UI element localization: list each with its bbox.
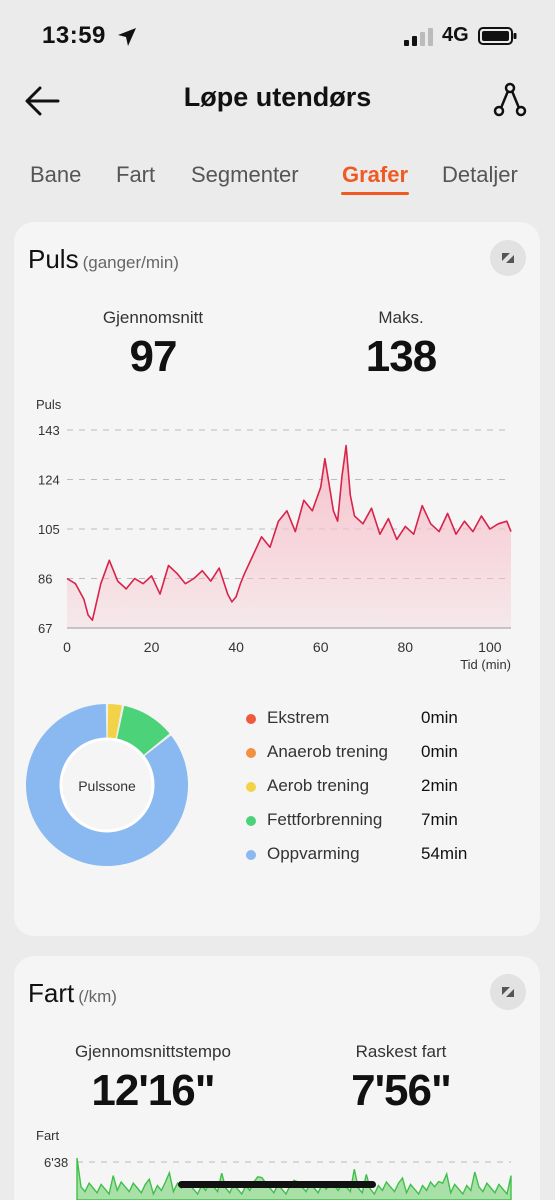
donut-center-label: Pulssone (78, 778, 136, 794)
legend-row-aerob: Aerob trening 2min (246, 774, 526, 808)
legend-row-oppvarming: Oppvarming 54min (246, 842, 526, 876)
avg-pulse-label: Gjennomsnitt (102, 308, 204, 327)
legend-row-anaerob: Anaerob trening 0min (246, 740, 526, 774)
legend-dot (246, 782, 256, 792)
tab-bane[interactable]: Bane (30, 162, 82, 187)
x-axis-title: Tid (min) (460, 657, 511, 672)
avg-pace-label: Gjennomsnittstempo (75, 1042, 231, 1061)
legend-value: 0min (421, 708, 458, 727)
x-tick-label: 100 (478, 639, 502, 655)
status-bar: 13:59 4G (0, 0, 555, 72)
pulse-unit: (ganger/min) (82, 253, 179, 272)
avg-pace-value: 12'16" (91, 1066, 215, 1115)
zone-legend: Ekstrem 0min Anaerob trening 0min Aerob … (246, 706, 526, 876)
legend-value: 2min (421, 776, 458, 795)
home-indicator[interactable] (178, 1181, 376, 1188)
donut-slice (107, 704, 122, 739)
tab-grafer[interactable]: Grafer (342, 162, 409, 187)
pulse-line (66, 444, 512, 621)
cellular-signal-icon (404, 28, 433, 46)
tab-segmenter[interactable]: Segmenter (191, 162, 299, 187)
legend-name: Oppvarming (267, 844, 360, 863)
pulse-card-title: Puls (ganger/min) (28, 244, 179, 275)
nav-bar: Løpe utendørs (0, 72, 555, 128)
y-tick-label: 105 (38, 522, 60, 537)
tab-fart[interactable]: Fart (116, 162, 156, 187)
x-tick-label: 20 (144, 639, 160, 655)
y-tick-label: 67 (38, 621, 52, 636)
max-pulse-label: Maks. (378, 308, 424, 327)
pulse-area (67, 445, 511, 628)
legend-dot (246, 714, 256, 724)
location-arrow-icon (118, 28, 136, 46)
y-tick-label: 124 (38, 473, 60, 488)
battery-icon (478, 27, 517, 45)
legend-name: Ekstrem (267, 708, 330, 727)
speed-y-tick-label: 6'38 (44, 1155, 68, 1170)
pulse-chart: Puls 143 124 105 86 67 0 20 40 60 80 100 Tid (min) (36, 397, 512, 672)
legend-name: Anaerob trening (267, 742, 388, 761)
speed-card-title: Fart (/km) (28, 978, 117, 1009)
fastest-pace-label: Raskest fart (355, 1042, 447, 1061)
max-pulse-value: 138 (365, 332, 437, 381)
pulse-zone-donut (26, 704, 189, 867)
legend-dot (246, 850, 256, 860)
legend-value: 54min (421, 844, 468, 863)
page-title: Løpe utendørs (183, 82, 372, 112)
speed-y-axis-title: Fart (36, 1128, 60, 1143)
tab-detaljer[interactable]: Detaljer (442, 162, 518, 187)
y-tick-label: 86 (38, 572, 52, 587)
pulse-title-text: Puls (28, 244, 79, 274)
status-time: 13:59 (42, 22, 106, 49)
speed-card: Fart (/km) Gjennomsnittstempo 12'16" Rask… (14, 956, 540, 1200)
speed-title-text: Fart (28, 978, 75, 1008)
speed-area (76, 1157, 512, 1200)
legend-row-fettforbrenning: Fettforbrenning 7min (246, 808, 526, 842)
x-tick-label: 60 (313, 639, 329, 655)
y-tick-label: 143 (38, 423, 60, 438)
x-tick-label: 0 (63, 639, 71, 655)
legend-dot (246, 816, 256, 826)
donut-inner-ring (59, 737, 155, 833)
legend-dot (246, 748, 256, 758)
network-type: 4G (442, 24, 469, 46)
legend-value: 7min (421, 810, 458, 829)
route-share-icon[interactable] (490, 80, 530, 120)
legend-name: Aerob trening (267, 776, 370, 795)
donut-slice (117, 705, 170, 756)
donut-slice (26, 704, 189, 867)
avg-pulse-value: 97 (129, 332, 178, 381)
back-arrow-icon[interactable] (22, 80, 64, 122)
legend-row-ekstrem: Ekstrem 0min (246, 706, 526, 740)
pulse-card: Puls (ganger/min) Gjennomsnitt 97 Maks. 1… (14, 222, 540, 936)
legend-name: Fettforbrenning (267, 810, 383, 829)
tab-bar: Bane Fart Segmenter Grafer Detaljer (0, 150, 555, 202)
active-tab-indicator (341, 192, 409, 195)
fastest-pace-value: 7'56" (351, 1066, 452, 1115)
expand-icon[interactable] (490, 240, 526, 276)
x-tick-label: 80 (397, 639, 413, 655)
speed-unit: (/km) (78, 987, 117, 1006)
donut-center (63, 741, 151, 829)
y-axis-title: Puls (36, 397, 62, 412)
speed-chart: Fart 6'38 (36, 1128, 512, 1200)
x-tick-label: 40 (228, 639, 244, 655)
expand-icon[interactable] (490, 974, 526, 1010)
legend-value: 0min (421, 742, 458, 761)
